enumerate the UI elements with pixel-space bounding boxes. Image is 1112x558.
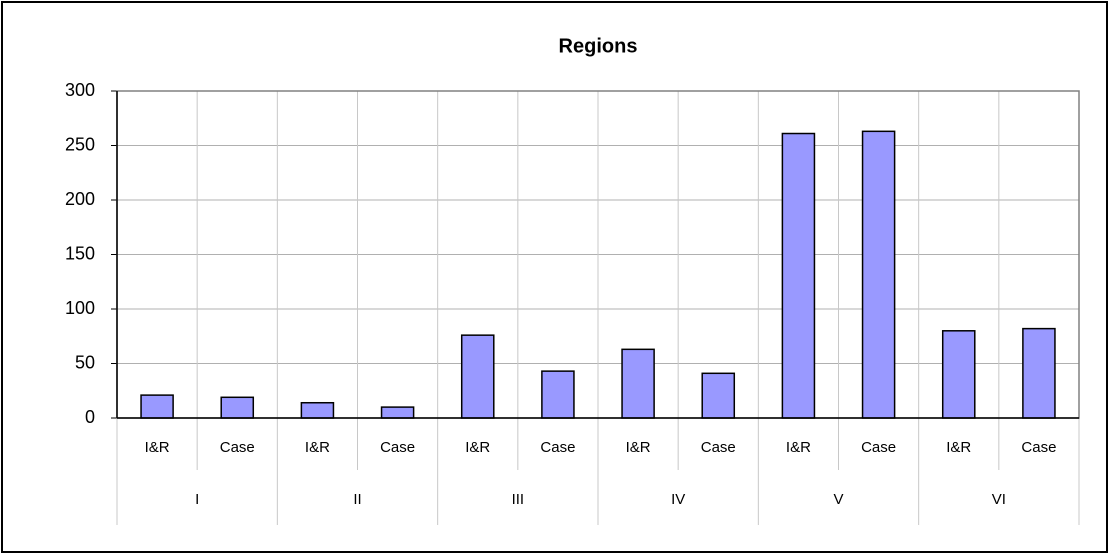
bar: [861, 130, 896, 419]
group-label: III: [512, 491, 525, 508]
x-tick-label: Case: [540, 439, 575, 456]
x-tick-label: Case: [1021, 439, 1056, 456]
x-tick-label: I&R: [626, 439, 651, 456]
group-label: II: [353, 491, 361, 508]
bar: [300, 401, 335, 419]
bar: [621, 348, 655, 419]
x-tick-label: I&R: [946, 439, 971, 456]
bar: [781, 132, 816, 419]
group-label: VI: [992, 491, 1006, 508]
bar: [140, 394, 174, 419]
bar: [941, 330, 976, 419]
y-tick-label: 250: [65, 134, 95, 154]
bar: [1022, 327, 1056, 419]
chart-title: Regions: [559, 35, 638, 57]
x-tick-label: Case: [220, 439, 255, 456]
y-tick-label: 200: [65, 189, 95, 209]
group-label: I: [195, 491, 199, 508]
group-label: V: [833, 491, 843, 508]
x-tick-label: I&R: [465, 439, 490, 456]
group-label: IV: [671, 491, 685, 508]
x-tick-label: Case: [701, 439, 736, 456]
x-tick-label: Case: [861, 439, 896, 456]
x-tick-label: Case: [380, 439, 415, 456]
x-tick-label: I&R: [145, 439, 170, 456]
y-tick-label: 0: [85, 407, 95, 427]
y-tick-label: 150: [65, 243, 95, 263]
x-tick-label: I&R: [786, 439, 811, 456]
bar: [220, 396, 255, 419]
bar: [380, 406, 415, 419]
bar: [701, 372, 736, 419]
y-tick-label: 300: [65, 80, 95, 100]
y-tick-label: 50: [75, 352, 95, 372]
bar: [460, 334, 495, 419]
x-tick-label: I&R: [305, 439, 330, 456]
y-tick-label: 100: [65, 298, 95, 318]
bar: [541, 370, 575, 419]
